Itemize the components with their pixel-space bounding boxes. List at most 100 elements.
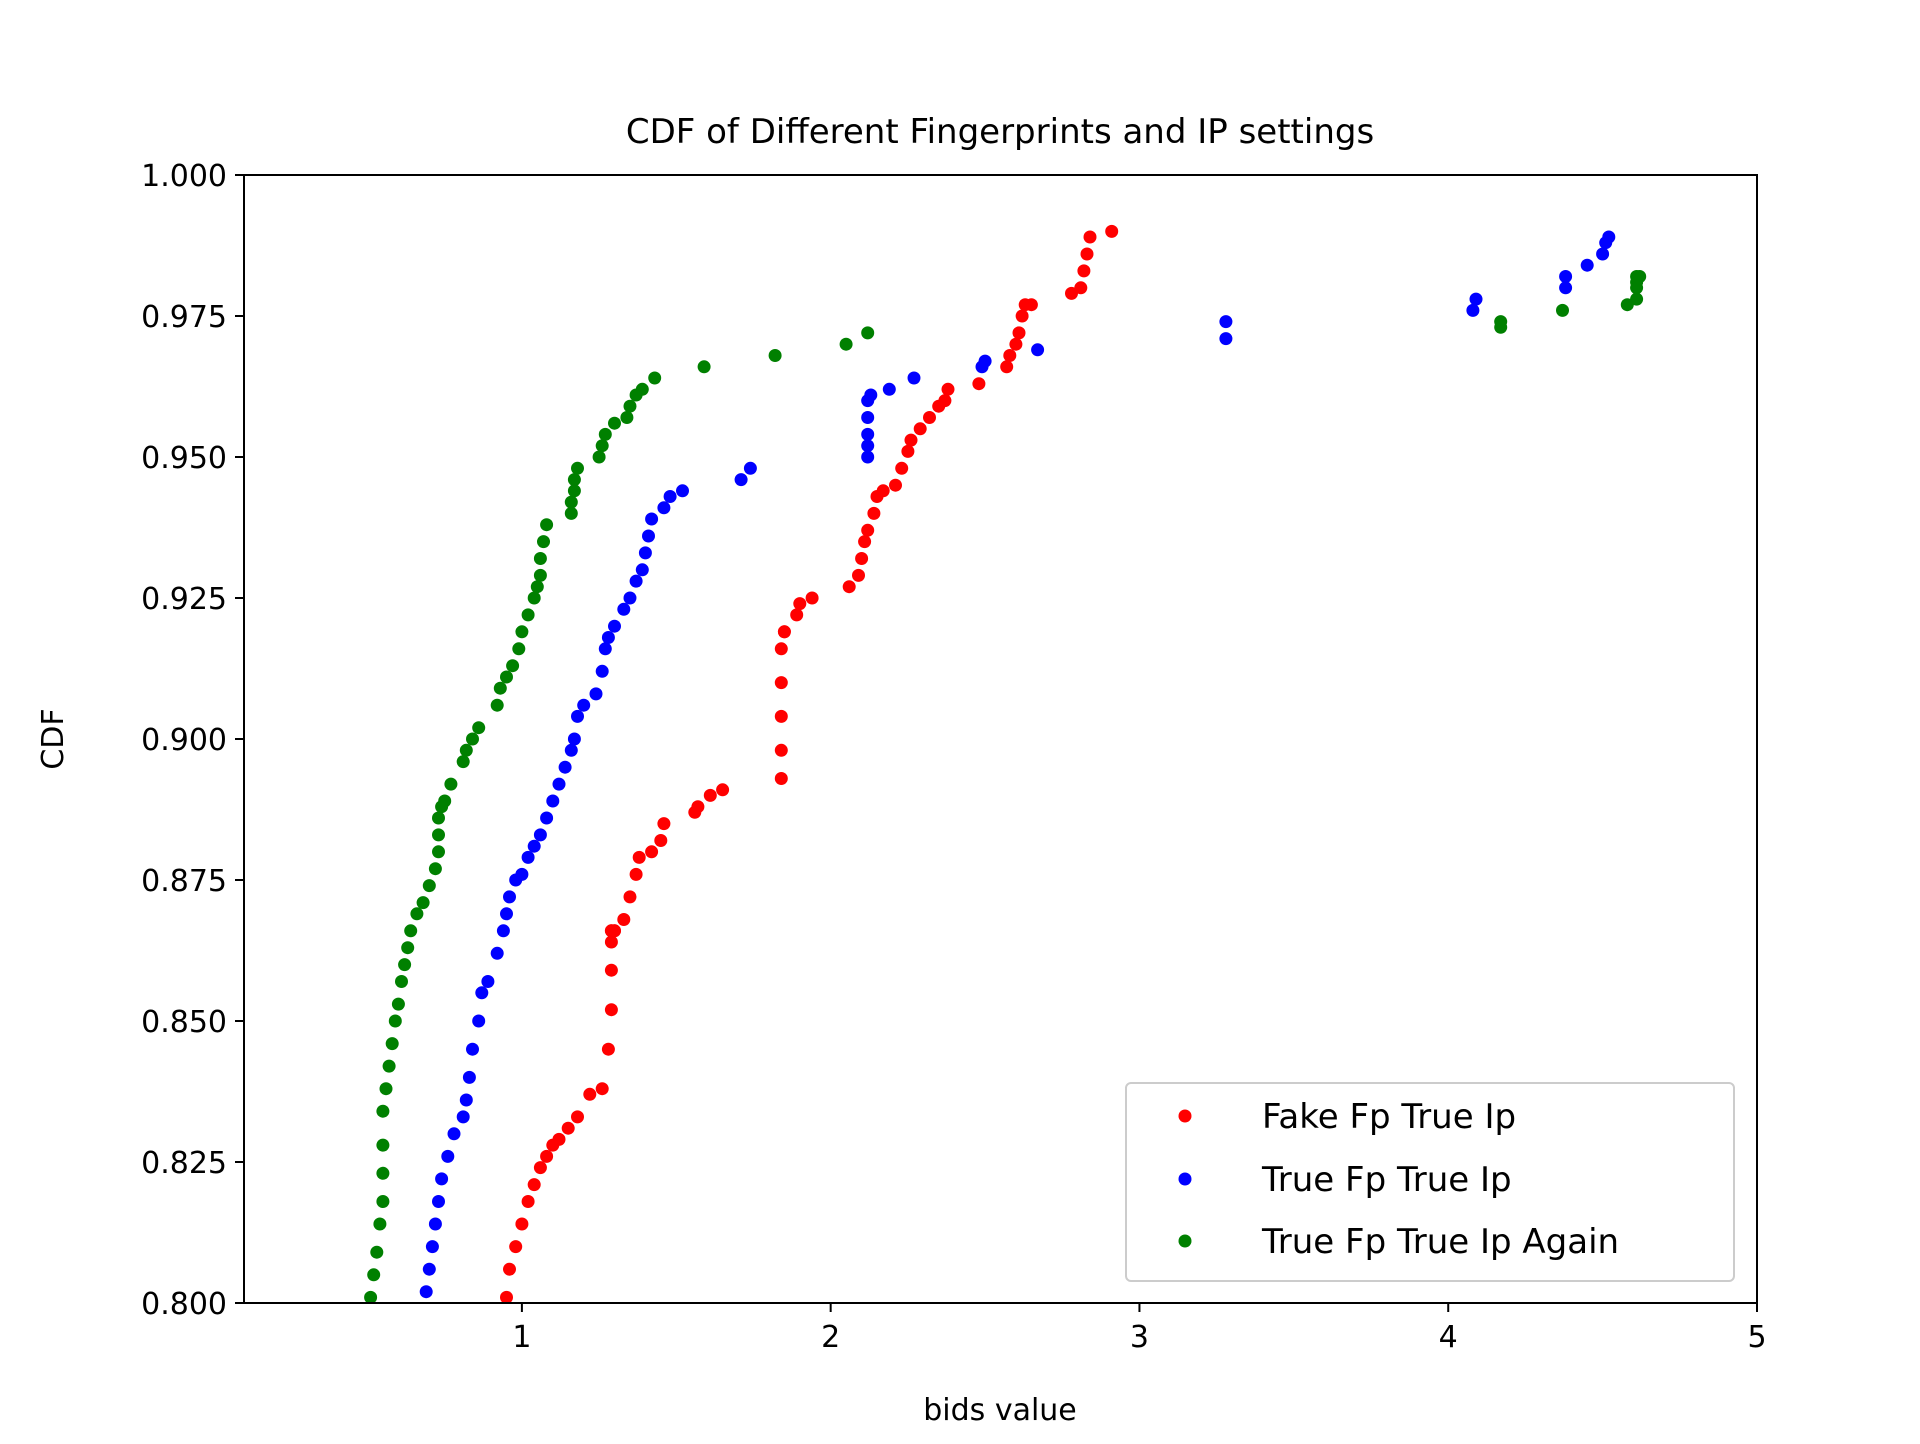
data-point-true-fp-true-ip: [861, 439, 875, 453]
data-point-true-fp-true-ip-again: [398, 958, 412, 972]
data-point-true-fp-true-ip: [882, 382, 896, 396]
data-point-true-fp-true-ip: [432, 1195, 445, 1208]
data-point-true-fp-true-ip-again: [1556, 303, 1569, 317]
data-point-true-fp-true-ip: [500, 907, 513, 921]
data-point-true-fp-true-ip: [1219, 315, 1233, 329]
data-point-true-fp-true-ip-again: [512, 642, 526, 656]
data-point-true-fp-true-ip: [475, 986, 489, 1000]
data-point-fake-fp-true-ip: [552, 1132, 566, 1146]
data-point-true-fp-true-ip-again: [490, 698, 504, 712]
data-point-true-fp-true-ip: [1466, 303, 1480, 317]
data-point-fake-fp-true-ip: [1077, 264, 1091, 278]
data-point-fake-fp-true-ip: [867, 506, 881, 520]
data-point-true-fp-true-ip-again: [839, 337, 853, 351]
data-point-true-fp-true-ip: [1559, 281, 1573, 295]
data-point-true-fp-true-ip-again: [540, 518, 554, 532]
data-point-true-fp-true-ip: [490, 946, 504, 960]
data-point-fake-fp-true-ip: [777, 625, 791, 639]
data-point-true-fp-true-ip-again: [493, 681, 507, 695]
data-point-true-fp-true-ip: [657, 501, 671, 515]
data-point-fake-fp-true-ip: [1009, 337, 1023, 351]
data-point-true-fp-true-ip: [864, 388, 878, 402]
data-point-true-fp-true-ip-again: [410, 907, 424, 921]
data-point-fake-fp-true-ip: [1000, 360, 1014, 374]
data-point-fake-fp-true-ip: [632, 850, 646, 864]
data-point-fake-fp-true-ip: [521, 1195, 535, 1208]
data-point-true-fp-true-ip: [623, 591, 637, 605]
y-tick-label: 0.825: [141, 1146, 227, 1181]
data-point-true-fp-true-ip: [552, 777, 566, 791]
data-point-true-fp-true-ip: [428, 1217, 442, 1231]
data-point-true-fp-true-ip-again: [768, 349, 782, 362]
data-point-true-fp-true-ip-again: [1630, 292, 1644, 306]
series-true-fp-true-ip-again: [364, 270, 1647, 1304]
data-point-true-fp-true-ip: [617, 602, 631, 616]
data-point-true-fp-true-ip: [608, 619, 621, 633]
plot-frame: [243, 174, 1758, 1304]
data-point-true-fp-true-ip: [567, 732, 581, 746]
data-point-fake-fp-true-ip: [774, 642, 788, 656]
legend-label-fake-fp-true-ip: Fake Fp True Ip: [1262, 1097, 1516, 1137]
data-point-fake-fp-true-ip: [595, 1082, 609, 1096]
data-point-true-fp-true-ip-again: [537, 535, 550, 549]
data-point-fake-fp-true-ip: [604, 1003, 618, 1017]
data-point-fake-fp-true-ip: [1080, 247, 1094, 261]
data-point-true-fp-true-ip: [861, 411, 875, 424]
data-point-true-fp-true-ip: [635, 563, 649, 577]
data-point-true-fp-true-ip: [1031, 343, 1045, 357]
data-point-fake-fp-true-ip: [561, 1121, 575, 1135]
data-point-true-fp-true-ip: [533, 828, 547, 842]
data-point-true-fp-true-ip: [564, 743, 578, 757]
data-point-fake-fp-true-ip: [852, 568, 865, 582]
y-tick-label: 0.800: [141, 1287, 227, 1322]
series-fake-fp-true-ip: [500, 224, 1119, 1304]
data-point-fake-fp-true-ip: [858, 535, 872, 549]
data-point-fake-fp-true-ip: [938, 394, 952, 408]
data-point-true-fp-true-ip: [1602, 230, 1616, 244]
data-point-true-fp-true-ip: [1580, 258, 1594, 272]
data-point-true-fp-true-ip-again: [428, 862, 442, 876]
data-point-fake-fp-true-ip: [774, 709, 788, 723]
data-point-fake-fp-true-ip: [617, 913, 631, 926]
x-tick-label: 2: [821, 1320, 840, 1355]
data-point-true-fp-true-ip-again: [564, 495, 578, 509]
data-point-fake-fp-true-ip: [691, 800, 705, 814]
data-point-true-fp-true-ip-again: [401, 941, 415, 955]
data-point-true-fp-true-ip: [734, 473, 748, 487]
data-point-true-fp-true-ip-again: [1633, 270, 1647, 283]
data-point-true-fp-true-ip: [472, 1014, 486, 1028]
legend: Fake Fp True Ip True Fp True Ip True Fp …: [1125, 1082, 1735, 1282]
x-tick-label: 5: [1747, 1320, 1766, 1355]
data-point-fake-fp-true-ip: [533, 1161, 547, 1175]
data-point-true-fp-true-ip: [1596, 247, 1610, 261]
data-point-true-fp-true-ip-again: [376, 1166, 390, 1180]
data-point-fake-fp-true-ip: [604, 935, 618, 949]
data-point-fake-fp-true-ip: [1105, 224, 1119, 238]
data-point-true-fp-true-ip-again: [527, 591, 541, 605]
data-point-true-fp-true-ip: [441, 1149, 455, 1163]
data-point-true-fp-true-ip: [577, 698, 591, 712]
data-point-fake-fp-true-ip: [904, 433, 918, 447]
legend-label-true-fp-true-ip-again: True Fp True Ip Again: [1261, 1222, 1619, 1262]
legend-marker-fake-fp-true-ip: [1178, 1109, 1192, 1123]
data-point-true-fp-true-ip: [645, 512, 659, 526]
data-point-true-fp-true-ip: [435, 1172, 449, 1186]
data-point-true-fp-true-ip-again: [466, 732, 479, 746]
data-point-true-fp-true-ip-again: [598, 427, 612, 441]
data-point-true-fp-true-ip-again: [376, 1195, 390, 1208]
data-point-fake-fp-true-ip: [571, 1110, 584, 1124]
data-point-true-fp-true-ip-again: [567, 473, 581, 487]
data-point-true-fp-true-ip-again: [861, 326, 875, 340]
data-point-fake-fp-true-ip: [941, 382, 955, 396]
data-point-true-fp-true-ip-again: [416, 896, 430, 910]
data-point-true-fp-true-ip: [598, 642, 612, 656]
data-point-true-fp-true-ip-again: [620, 411, 634, 424]
y-axis-label: CDF: [36, 708, 71, 769]
data-point-fake-fp-true-ip: [923, 411, 936, 424]
data-point-true-fp-true-ip-again: [533, 552, 547, 565]
x-tick-label: 1: [512, 1320, 531, 1355]
y-tick-label: 0.975: [141, 300, 227, 335]
data-point-true-fp-true-ip-again: [432, 811, 445, 825]
data-point-true-fp-true-ip: [601, 631, 615, 644]
